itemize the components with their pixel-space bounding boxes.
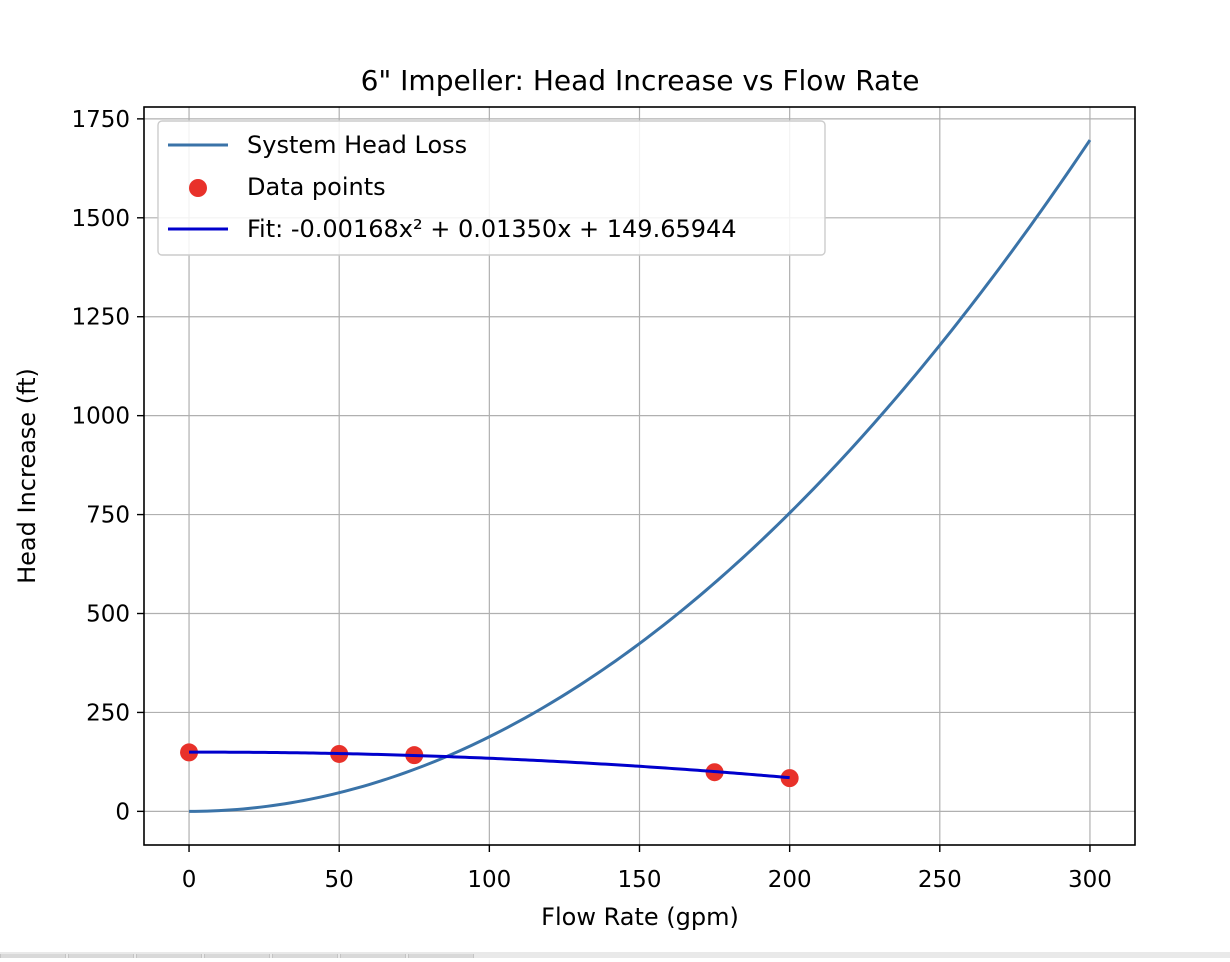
chart-title: 6" Impeller: Head Increase vs Flow Rate	[361, 64, 920, 97]
bottom-strip	[0, 952, 1230, 958]
x-tick-label: 150	[618, 867, 662, 893]
x-tick-label: 250	[918, 867, 962, 893]
x-tick-label: 200	[768, 867, 812, 893]
bottom-strip-tab	[272, 954, 338, 958]
bottom-strip-tab	[204, 954, 270, 958]
x-tick-label: 300	[1068, 867, 1112, 893]
bottom-strip-tab	[136, 954, 202, 958]
y-tick-label: 1500	[71, 206, 130, 232]
system-head-loss-line	[189, 139, 1092, 813]
y-tick-label: 0	[115, 799, 130, 825]
bottom-strip-tab	[340, 954, 406, 958]
legend-label-fit: Fit: -0.00168x² + 0.01350x + 149.65944	[247, 215, 737, 243]
y-tick-label: 750	[86, 503, 130, 529]
legend: System Head Loss Data points Fit: -0.001…	[157, 120, 826, 256]
x-tick-label: 0	[182, 867, 197, 893]
y-tick-label: 1750	[71, 107, 130, 133]
data-point	[780, 769, 799, 788]
legend-label-data-points: Data points	[247, 173, 386, 201]
bottom-strip-tab	[0, 954, 66, 958]
y-tick-label: 500	[86, 602, 130, 628]
legend-label-system-head-loss: System Head Loss	[247, 131, 467, 159]
y-tick-label: 250	[86, 700, 130, 726]
y-tick-label: 1000	[71, 404, 130, 430]
legend-box	[157, 120, 826, 256]
bottom-strip-tab	[408, 954, 474, 958]
x-tick-label: 100	[467, 867, 511, 893]
tick-layer: 0 50 100 150 200 250 300 0 250 500 750 1000 1250 1500…	[71, 107, 1111, 893]
data-point	[180, 743, 199, 762]
y-tick-label: 1250	[71, 305, 130, 331]
legend-swatch-data-points	[189, 179, 207, 197]
fit-line	[189, 750, 790, 780]
y-axis-label: Head Increase (ft)	[13, 368, 41, 584]
x-axis-label: Flow Rate (gpm)	[541, 903, 739, 931]
bottom-strip-tab	[68, 954, 134, 958]
series-layer	[180, 139, 1092, 813]
x-tick-label: 50	[325, 867, 354, 893]
